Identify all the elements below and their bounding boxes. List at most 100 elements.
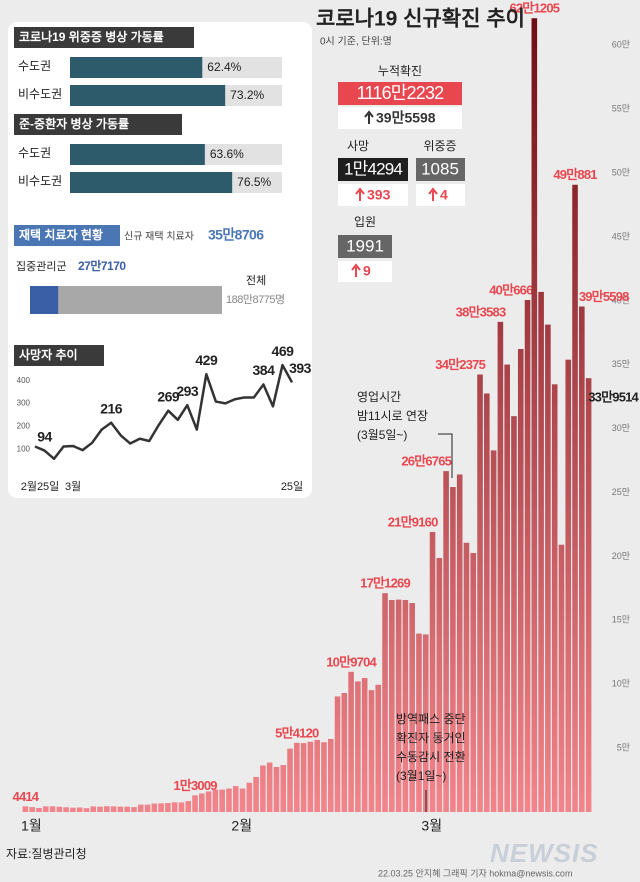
side-panel — [8, 22, 312, 498]
bar — [29, 807, 35, 812]
y-tick-label: 5만 — [617, 742, 630, 752]
stat-box — [338, 158, 408, 181]
stat-change-box — [416, 184, 465, 206]
annotation: (3월5일~) — [357, 428, 407, 442]
annotation: 방역패스 중단 — [396, 712, 466, 726]
bar — [70, 172, 233, 193]
category-label: 비수도권 — [18, 174, 62, 188]
bar — [531, 18, 538, 813]
bar — [490, 450, 497, 812]
bar-part — [30, 286, 59, 314]
bar — [463, 542, 470, 812]
stat-change: 9 — [363, 263, 371, 279]
stat-change: 4 — [440, 187, 448, 203]
bar — [327, 738, 334, 812]
bar — [572, 184, 578, 812]
value-label: 384 — [253, 362, 276, 378]
stat-box — [338, 82, 462, 105]
section-subtitle: 신규 재택 치료자 — [124, 231, 194, 243]
bar — [49, 806, 56, 812]
bar — [70, 57, 203, 78]
bar — [117, 806, 124, 812]
annotation: 밤11시로 연장 — [357, 409, 428, 423]
bar — [395, 599, 402, 812]
bar — [199, 793, 205, 812]
bar — [144, 804, 151, 812]
bar — [205, 791, 212, 812]
bar — [300, 743, 307, 812]
value-label: 216 — [100, 400, 123, 416]
bar — [212, 789, 219, 812]
bar — [178, 802, 185, 812]
section-title: 재택 치료자 현황 — [19, 227, 103, 242]
y-tick-label: 35만 — [612, 359, 630, 369]
bar — [443, 471, 449, 812]
up-arrow — [428, 187, 438, 201]
category-label: 전체 — [246, 274, 266, 287]
annotation: 영업시간 — [357, 390, 401, 404]
value-label: 429 — [195, 352, 218, 368]
bar — [477, 374, 483, 812]
y-tick-label: 10만 — [612, 679, 630, 689]
bar — [137, 804, 144, 812]
value-label: 34만2375 — [435, 357, 485, 372]
x-tick-label: 3월 — [421, 818, 442, 834]
bar — [422, 634, 429, 812]
bar — [361, 678, 368, 812]
value-label: 27만7170 — [78, 258, 126, 273]
stat-box — [338, 235, 392, 258]
bar — [375, 684, 382, 812]
value-label: 26만6765 — [401, 454, 451, 469]
bar — [192, 795, 198, 812]
bar — [185, 801, 192, 812]
bar — [341, 692, 348, 812]
x-tick-label: 1월 — [21, 818, 42, 834]
y-tick-label: 40만 — [612, 295, 630, 305]
bar — [131, 807, 137, 812]
y-tick-label: 20만 — [612, 551, 630, 561]
section-title: 준-중환자 병상 가동률 — [19, 116, 129, 131]
x-tick-label: 25일 — [281, 479, 303, 493]
source: 자료:질병관리청 — [6, 847, 87, 861]
bar — [63, 807, 69, 812]
bar — [83, 808, 90, 812]
bar — [232, 786, 239, 812]
stat-label: 사망 — [347, 139, 369, 153]
y-tick-label: 50만 — [612, 167, 630, 177]
value-label: 62.4% — [207, 60, 241, 74]
bar — [70, 807, 76, 812]
bar — [545, 324, 551, 812]
category-label: 수도권 — [18, 146, 51, 160]
stat-label: 위중증 — [423, 139, 456, 153]
bar — [97, 806, 103, 812]
bar — [456, 474, 463, 812]
bar — [239, 788, 246, 812]
y-tick-label: 60만 — [612, 40, 630, 50]
value-label: 4414 — [13, 789, 40, 804]
stats: 누적확진 1116만2232 39만5598 사망 위중증 1만4294 108… — [338, 64, 465, 282]
y-tick-label: 200 — [17, 422, 31, 431]
bar — [90, 806, 97, 812]
section-title-box — [14, 225, 120, 246]
stat-change-box — [338, 261, 392, 282]
bar — [497, 321, 504, 812]
bar — [416, 633, 422, 812]
bar — [226, 788, 232, 812]
stat-value: 1만4294 — [344, 159, 402, 178]
section-title: 코로나19 위중증 병상 가동률 — [19, 29, 164, 44]
x-tick-label: 3월 — [65, 480, 81, 493]
section-title-box — [14, 27, 194, 48]
bar — [70, 85, 226, 106]
bar — [355, 681, 361, 812]
value-label: 38만3583 — [456, 304, 506, 319]
y-tick-label: 25만 — [612, 487, 630, 497]
bar — [266, 762, 273, 812]
bar — [151, 803, 158, 812]
y-tick-label: 45만 — [612, 231, 630, 241]
section-title-box — [14, 114, 182, 135]
bar — [307, 741, 314, 812]
value-label: 39만5598 — [579, 289, 629, 304]
bar — [314, 739, 320, 812]
section-value: 35만8706 — [208, 227, 264, 243]
